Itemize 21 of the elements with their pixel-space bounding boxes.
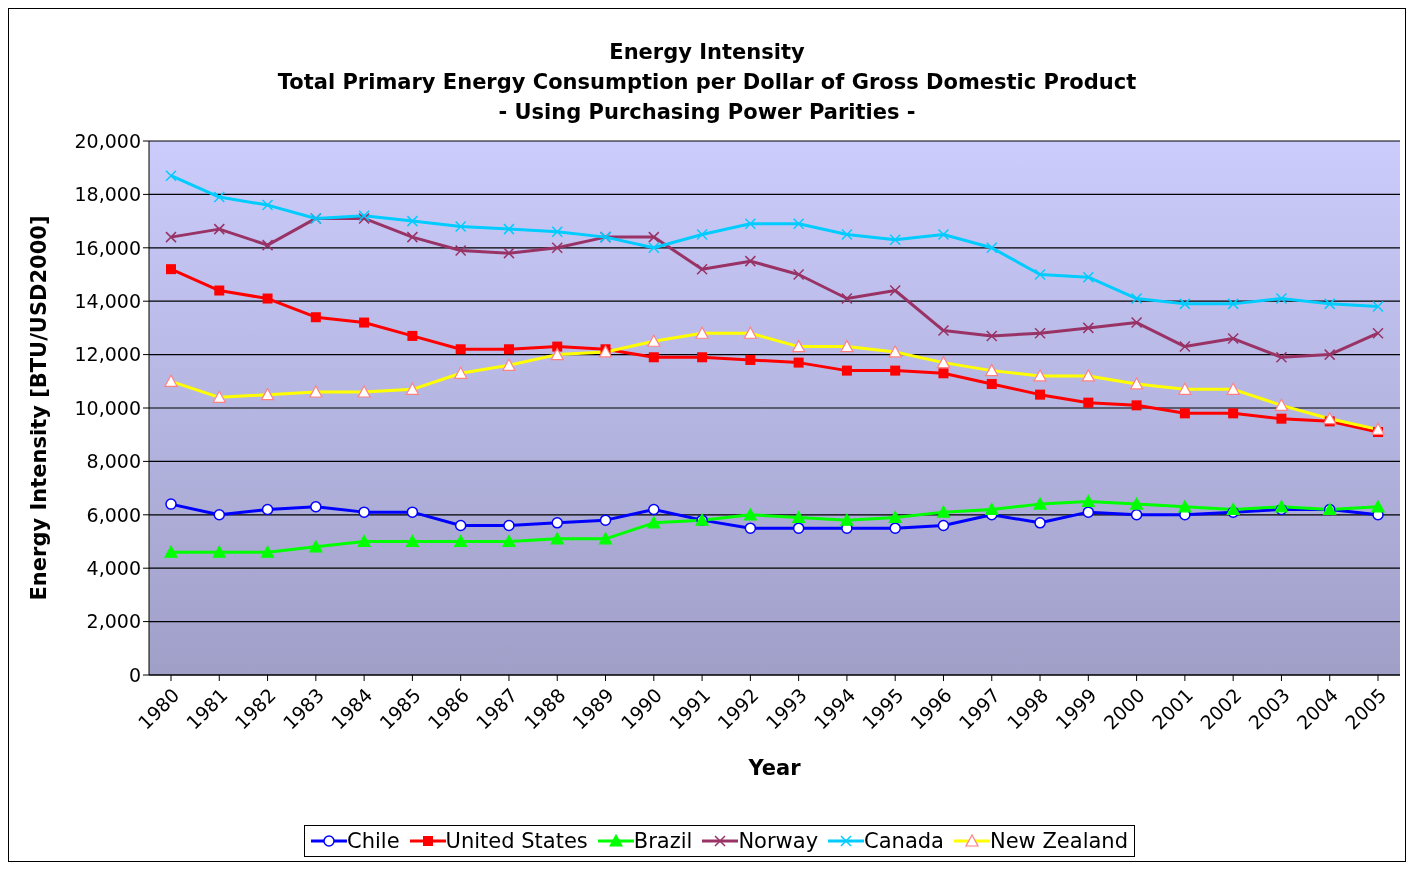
y-axis-title: Energy Intensity [BTU/USD2000] — [27, 215, 52, 601]
y-tick-label: 2,000 — [86, 610, 141, 633]
y-tick-label: 18,000 — [74, 183, 141, 206]
y-tick-label: 0 — [128, 663, 141, 686]
y-tick-label: 16,000 — [74, 236, 141, 259]
y-tick-label: 12,000 — [74, 343, 141, 366]
chart-title: Energy Intensity — [608, 39, 806, 66]
y-tick-label: 4,000 — [86, 556, 141, 579]
legend-label: Canada — [864, 829, 944, 853]
y-tick-label: 10,000 — [74, 396, 141, 419]
y-tick-label: 6,000 — [86, 503, 141, 526]
legend-label: New Zealand — [989, 829, 1128, 853]
chart-subtitle: Total Primary Energy Consumption per Dollar of Gross Domestic Product - Using Purchasing Power Parities - — [276, 69, 1138, 126]
legend-label: Brazil — [633, 829, 693, 853]
legend-label: Norway — [738, 829, 819, 853]
x-axis-title: Year — [747, 756, 802, 780]
legend-label: Chile — [347, 829, 400, 853]
y-tick-label: 14,000 — [74, 289, 141, 312]
legend-label: United States — [445, 829, 588, 853]
y-tick-label: 8,000 — [86, 450, 141, 473]
y-tick-label: 20,000 — [74, 129, 141, 152]
